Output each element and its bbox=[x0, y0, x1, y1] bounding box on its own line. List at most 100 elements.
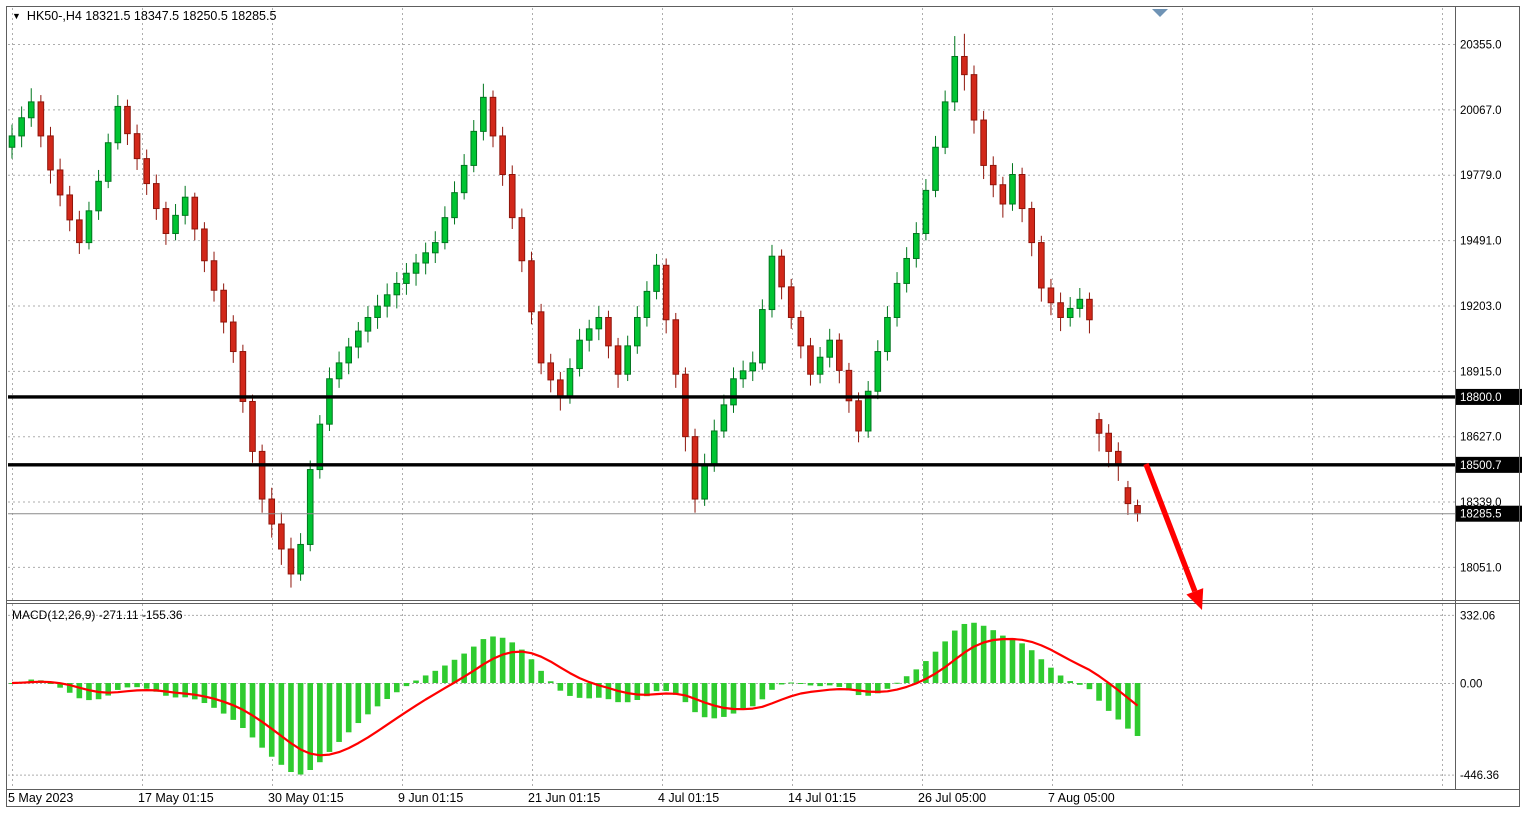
candle bbox=[431, 231, 439, 264]
macd-bar bbox=[586, 683, 592, 699]
candle-body bbox=[104, 142, 112, 182]
candle-body bbox=[8, 135, 16, 148]
candle bbox=[143, 149, 150, 195]
candle-body bbox=[903, 257, 910, 284]
candle bbox=[1038, 235, 1045, 302]
candle bbox=[306, 460, 314, 552]
candle-body bbox=[624, 345, 631, 375]
candle bbox=[162, 201, 170, 245]
macd-bar bbox=[413, 680, 419, 683]
trend-arrow[interactable] bbox=[1143, 463, 1204, 610]
macd-bar bbox=[105, 683, 111, 696]
macd-bar bbox=[403, 683, 410, 687]
candle bbox=[335, 351, 343, 388]
macd-bar bbox=[567, 683, 573, 696]
candle bbox=[345, 337, 352, 375]
macd-bar bbox=[596, 683, 602, 698]
macd-bar bbox=[798, 683, 804, 684]
candle bbox=[249, 394, 256, 463]
macd-bar bbox=[653, 683, 660, 692]
candle-body bbox=[1057, 302, 1064, 318]
candle-body bbox=[220, 289, 227, 323]
candle-body bbox=[1018, 174, 1026, 210]
macd-bar bbox=[394, 683, 400, 693]
candle bbox=[855, 392, 862, 443]
macd-bar bbox=[605, 683, 612, 700]
candle-body bbox=[951, 55, 959, 103]
candle-body bbox=[162, 208, 170, 235]
candle bbox=[374, 294, 381, 329]
candle bbox=[999, 176, 1007, 218]
candle-body bbox=[845, 369, 853, 402]
candle-body bbox=[85, 210, 93, 244]
price-gridlines: 20355.0 20067.0 19779.0 19491.0 19203.0 18915… bbox=[8, 40, 1502, 574]
macd-bar bbox=[875, 683, 881, 694]
macd-bar bbox=[134, 683, 140, 688]
candle-body bbox=[576, 339, 583, 370]
date-label: 14 Jul 01:15 bbox=[788, 791, 856, 805]
macd-bar bbox=[240, 683, 246, 728]
date-label: 21 Jun 01:15 bbox=[528, 791, 600, 805]
candle-body bbox=[508, 174, 516, 219]
candle bbox=[124, 99, 131, 145]
candle-body bbox=[422, 252, 429, 264]
chart-shift-marker[interactable] bbox=[1152, 9, 1168, 17]
candle bbox=[499, 126, 506, 186]
candle bbox=[76, 210, 83, 254]
candle-body bbox=[1095, 419, 1103, 434]
candle bbox=[836, 333, 843, 384]
macd-bar bbox=[86, 683, 92, 701]
macd-bar bbox=[268, 683, 275, 757]
candle-body bbox=[797, 316, 805, 347]
candle-body bbox=[76, 219, 83, 244]
candle bbox=[739, 360, 747, 388]
macd-bar bbox=[124, 683, 131, 688]
macd-bar bbox=[721, 683, 727, 717]
macd-bar bbox=[528, 659, 535, 683]
candle-body bbox=[595, 316, 603, 330]
candle-body bbox=[518, 217, 526, 262]
candle bbox=[8, 124, 16, 159]
candle-body bbox=[1086, 298, 1093, 321]
macd-bar bbox=[57, 683, 63, 688]
candle-body bbox=[874, 351, 882, 392]
candle-body bbox=[787, 286, 795, 318]
candle bbox=[932, 135, 939, 198]
candle bbox=[95, 169, 102, 220]
candle-body bbox=[345, 346, 352, 364]
date-label: 17 May 01:15 bbox=[138, 791, 214, 805]
macd-bar bbox=[191, 683, 198, 700]
macd-bar bbox=[980, 625, 987, 683]
price-tick: 18627.0 bbox=[1460, 432, 1502, 444]
candle bbox=[970, 65, 978, 134]
candle-body bbox=[980, 119, 987, 166]
price-lines[interactable] bbox=[8, 395, 1455, 515]
macd-bar bbox=[355, 683, 362, 724]
candle bbox=[807, 337, 814, 386]
macd-bar bbox=[913, 669, 920, 683]
candle bbox=[172, 204, 179, 241]
candle-body bbox=[855, 400, 862, 432]
panel-separators bbox=[6, 7, 1520, 790]
candle-body bbox=[143, 158, 150, 185]
macd-bar bbox=[884, 683, 891, 689]
macd-bar bbox=[374, 683, 381, 707]
candle bbox=[605, 310, 612, 359]
candle-body bbox=[999, 184, 1007, 205]
macd-bar bbox=[1125, 683, 1131, 729]
candle-body bbox=[201, 228, 208, 262]
candle bbox=[1047, 278, 1055, 316]
candle bbox=[1057, 292, 1064, 332]
candle-body bbox=[412, 262, 420, 274]
candle-body bbox=[1115, 450, 1122, 466]
macd-bar bbox=[682, 683, 689, 703]
macd-bar bbox=[153, 683, 160, 692]
macd-bar bbox=[1038, 659, 1045, 683]
macd-bar bbox=[865, 683, 871, 696]
macd-bar bbox=[1115, 683, 1122, 720]
macd-tick: 0.00 bbox=[1460, 679, 1482, 691]
candle bbox=[643, 281, 651, 327]
candle bbox=[239, 344, 247, 413]
candle-body bbox=[133, 133, 141, 160]
